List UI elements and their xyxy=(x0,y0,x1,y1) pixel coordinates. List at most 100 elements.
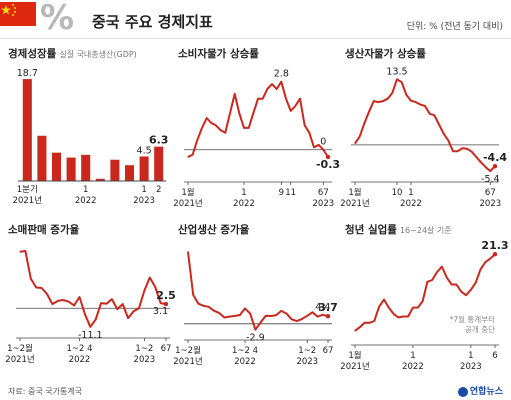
end-point-marker xyxy=(492,252,498,257)
data-point-youth-0 xyxy=(354,330,356,332)
data-point-industrial-22 xyxy=(301,318,303,320)
data-point-youth-13 xyxy=(417,307,419,309)
industrial-panel: 산업생산 증가율 1~2월 2021년 1~2 4 2022 1~2 2023 67 -2.9… xyxy=(173,222,343,382)
data-point-ppi-8 xyxy=(391,92,393,94)
data-point-retail-24 xyxy=(149,276,151,279)
data-point-cpi-12 xyxy=(243,127,245,129)
x-tick-year-1: 2022 xyxy=(402,362,424,372)
data-point-retail-0 xyxy=(19,251,21,253)
end-point-marker xyxy=(492,164,498,169)
data-point-cpi-16 xyxy=(262,98,264,100)
x-tick-label-0: 1~2월 xyxy=(175,345,201,356)
data-point-industrial-1 xyxy=(192,294,194,296)
x-tick-label-1: 1 xyxy=(241,188,246,198)
bar-gdp-6 xyxy=(110,159,120,181)
data-point-industrial-20 xyxy=(291,318,293,320)
data-point-retail-18 xyxy=(116,308,118,310)
data-point-retail-15 xyxy=(100,302,102,304)
series-line-industrial xyxy=(187,251,329,331)
data-point-ppi-3 xyxy=(368,111,370,113)
data-label-0: 2.8 xyxy=(274,69,289,80)
bar-gdp-5 xyxy=(95,178,105,181)
data-point-ppi-27 xyxy=(480,161,482,163)
data-point-ppi-13 xyxy=(415,101,417,103)
data-point-retail-2 xyxy=(30,278,32,280)
retail-panel: 소매판매 증가율 1~2월 2021년 1~2 4 2022 1~2 2023 67 -11.… xyxy=(5,222,176,382)
x-tick-year-0: 2021년 xyxy=(13,195,42,206)
data-point-cpi-22 xyxy=(290,110,292,112)
data-point-youth-28 xyxy=(489,258,491,260)
bar-gdp-8 xyxy=(139,156,149,181)
data-point-retail-4 xyxy=(41,287,43,289)
data-point-ppi-17 xyxy=(433,114,435,116)
data-point-industrial-14 xyxy=(259,321,262,323)
data-point-industrial-24 xyxy=(311,311,314,313)
x-tick-year-1: 2022 xyxy=(69,355,91,365)
data-point-youth-25 xyxy=(475,282,477,284)
data-point-cpi-23 xyxy=(294,105,296,107)
data-label-2: 3.7 xyxy=(318,301,338,314)
gdp-subtitle: 실질 국내총생산(GDP) xyxy=(59,50,137,59)
data-point-ppi-26 xyxy=(475,156,477,158)
percent-symbol: % xyxy=(40,0,74,38)
data-point-ppi-18 xyxy=(438,123,440,126)
retail-title: 소매판매 증가율 xyxy=(8,224,80,236)
series-line-ppi xyxy=(354,78,496,173)
x-tick-label-3: 6 xyxy=(492,351,497,361)
youth-panel: 청년 실업률 16~24살 기준 1월 2021년 1 2022 1 2023 6 21.3 *7… xyxy=(340,222,510,382)
x-tick-year-0: 2021년 xyxy=(173,198,202,209)
x-tick-label-1: 1 xyxy=(83,185,88,195)
data-label-0: -11.1 xyxy=(78,330,103,341)
data-point-cpi-14 xyxy=(252,112,254,114)
x-tick-year-1: 2022 xyxy=(233,199,255,209)
data-point-youth-26 xyxy=(479,268,482,270)
data-point-cpi-27 xyxy=(313,146,315,148)
data-point-cpi-7 xyxy=(220,129,222,131)
data-point-retail-16 xyxy=(105,303,108,305)
gdp-panel: 경제성장률 실질 국내총생산(GDP) 1분기 2021년 1 2022 1 2023 2 18… xyxy=(6,46,173,216)
gdp-title: 경제성장률 실질 국내총생산(GDP) xyxy=(8,48,137,60)
data-label-1: 0 xyxy=(320,137,326,148)
x-tick-year-2: 2023 xyxy=(133,196,155,206)
data-point-industrial-10 xyxy=(239,314,241,316)
series-line-cpi xyxy=(187,80,329,158)
data-point-youth-6 xyxy=(383,299,385,301)
data-point-ppi-16 xyxy=(429,113,431,115)
data-point-retail-12 xyxy=(84,313,86,315)
data-point-retail-8 xyxy=(62,299,64,301)
data-point-retail-14 xyxy=(95,318,97,321)
x-tick-label-1: 10 xyxy=(392,188,403,198)
note-line-1: 공개 중단 xyxy=(465,324,495,334)
x-tick-label-2: 9 xyxy=(279,188,284,198)
data-point-industrial-6 xyxy=(218,312,220,314)
data-point-youth-10 xyxy=(402,315,404,318)
data-point-industrial-15 xyxy=(265,315,267,317)
data-point-youth-23 xyxy=(465,294,467,296)
data-point-retail-11 xyxy=(78,296,81,298)
data-point-ppi-10 xyxy=(401,81,403,83)
data-point-ppi-0 xyxy=(354,142,356,144)
x-tick-label-3: 2 xyxy=(156,185,161,195)
logo-icon xyxy=(457,386,468,397)
data-point-ppi-21 xyxy=(452,150,454,152)
data-point-ppi-9 xyxy=(396,78,398,80)
data-label-1: 4.5 xyxy=(137,145,152,156)
x-tick-year-1: 2022 xyxy=(234,357,256,367)
x-tick-label-2: 1 xyxy=(408,188,413,198)
x-tick-label-0: 1~2월 xyxy=(7,343,33,354)
data-point-cpi-29 xyxy=(322,149,324,151)
data-point-youth-7 xyxy=(388,307,390,309)
data-point-retail-17 xyxy=(111,298,113,300)
end-point-marker xyxy=(325,154,331,160)
end-point-marker xyxy=(163,301,169,307)
data-point-cpi-10 xyxy=(234,93,236,95)
x-tick-year-0: 2021년 xyxy=(340,198,369,209)
data-point-industrial-23 xyxy=(306,315,308,317)
data-point-cpi-1 xyxy=(192,153,194,156)
x-tick-year-0: 2021년 xyxy=(340,361,369,372)
x-tick-label-2: 1 xyxy=(468,351,473,361)
data-point-retail-20 xyxy=(127,317,129,319)
